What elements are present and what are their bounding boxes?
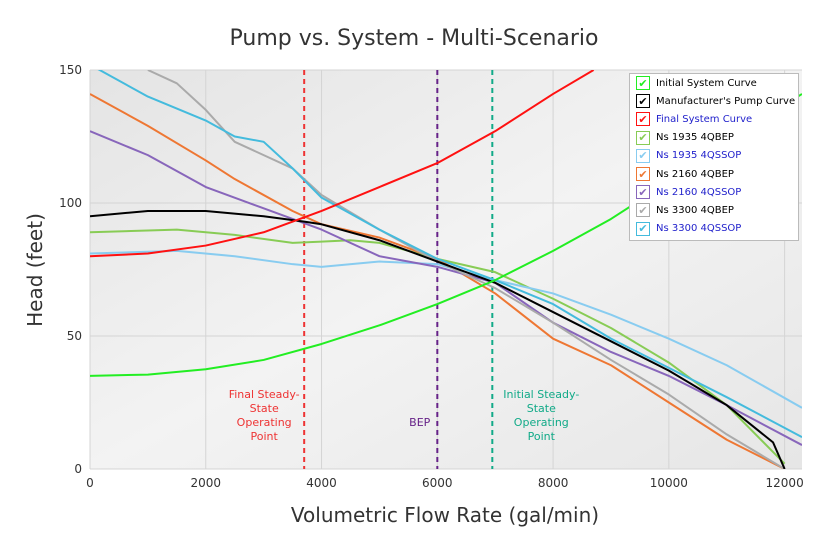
legend-item[interactable]: ✔ Ns 1935 4QSSOP bbox=[630, 147, 798, 165]
series-line-manufacturer-s-pump-curve bbox=[90, 209, 786, 469]
checkbox-check-icon[interactable]: ✔ bbox=[636, 94, 650, 109]
annotation-label: State bbox=[250, 402, 279, 415]
checkbox-check-icon[interactable]: ✔ bbox=[636, 148, 650, 163]
checkbox-check-icon[interactable]: ✔ bbox=[636, 221, 650, 236]
checkbox-check-icon[interactable]: ✔ bbox=[636, 185, 650, 200]
annotation-label: BEP bbox=[409, 416, 430, 429]
y-tick-label: 100 bbox=[59, 196, 82, 210]
legend-label: Ns 2160 4QSSOP bbox=[656, 186, 742, 198]
checkbox-check-icon[interactable]: ✔ bbox=[636, 167, 650, 182]
annotation-label: Initial Steady- bbox=[503, 388, 579, 401]
legend-label: Ns 3300 4QBEP bbox=[656, 204, 734, 216]
x-axis-label: Volumetric Flow Rate (gal/min) bbox=[291, 503, 599, 527]
legend-item[interactable]: ✔ Ns 2160 4QSSOP bbox=[630, 183, 798, 201]
checkbox-check-icon[interactable]: ✔ bbox=[636, 130, 650, 145]
y-tick-label: 0 bbox=[74, 462, 82, 476]
legend-item[interactable]: ✔ Manufacturer's Pump Curve bbox=[630, 92, 798, 110]
x-tick-label: 0 bbox=[86, 476, 94, 490]
annotation-label: Operating bbox=[514, 416, 569, 429]
x-tick-label: 12000 bbox=[766, 476, 804, 490]
legend-item[interactable]: ✔ Initial System Curve bbox=[630, 74, 798, 92]
x-tick-label: 10000 bbox=[650, 476, 688, 490]
chart-title: Pump vs. System - Multi-Scenario bbox=[230, 26, 599, 51]
annotation-label: Final Steady- bbox=[229, 388, 300, 401]
legend-label: Initial System Curve bbox=[656, 77, 757, 89]
legend-item[interactable]: ✔ Ns 3300 4QSSOP bbox=[630, 220, 798, 238]
legend-label: Ns 3300 4QSSOP bbox=[656, 223, 742, 235]
series-line-final-system-curve bbox=[90, 70, 595, 258]
checkbox-check-icon[interactable]: ✔ bbox=[636, 203, 650, 218]
checkbox-check-icon[interactable]: ✔ bbox=[636, 112, 650, 127]
series-line-ns-2160-4qbep bbox=[90, 93, 786, 469]
series-line-ns-2160-4qssop bbox=[90, 130, 802, 446]
legend: ✔ Initial System Curve ✔ Manufacturer's Pum… bbox=[629, 73, 799, 241]
legend-label: Final System Curve bbox=[656, 113, 753, 125]
annotation-label: Point bbox=[528, 430, 556, 443]
annotation-label: Point bbox=[251, 430, 279, 443]
annotation-label: State bbox=[527, 402, 556, 415]
annotation-label: Operating bbox=[237, 416, 292, 429]
checkbox-check-icon[interactable]: ✔ bbox=[636, 76, 650, 91]
y-tick-label: 150 bbox=[59, 63, 82, 77]
legend-label: Ns 2160 4QBEP bbox=[656, 168, 734, 180]
legend-label: Ns 1935 4QSSOP bbox=[656, 150, 742, 162]
legend-item[interactable]: ✔ Final System Curve bbox=[630, 110, 798, 128]
x-tick-label: 8000 bbox=[538, 476, 569, 490]
x-tick-label: 2000 bbox=[190, 476, 221, 490]
y-tick-label: 50 bbox=[67, 329, 82, 343]
series-line-ns-3300-4qssop bbox=[97, 70, 802, 438]
x-tick-label: 6000 bbox=[422, 476, 453, 490]
legend-label: Manufacturer's Pump Curve bbox=[656, 95, 796, 107]
legend-item[interactable]: ✔ Ns 1935 4QBEP bbox=[630, 129, 798, 147]
legend-item[interactable]: ✔ Ns 2160 4QBEP bbox=[630, 165, 798, 183]
x-tick-label: 4000 bbox=[306, 476, 337, 490]
y-axis-label: Head (feet) bbox=[23, 213, 47, 327]
legend-label: Ns 1935 4QBEP bbox=[656, 132, 734, 144]
legend-item[interactable]: ✔ Ns 3300 4QBEP bbox=[630, 201, 798, 219]
series-line-ns-1935-4qssop bbox=[90, 249, 802, 409]
